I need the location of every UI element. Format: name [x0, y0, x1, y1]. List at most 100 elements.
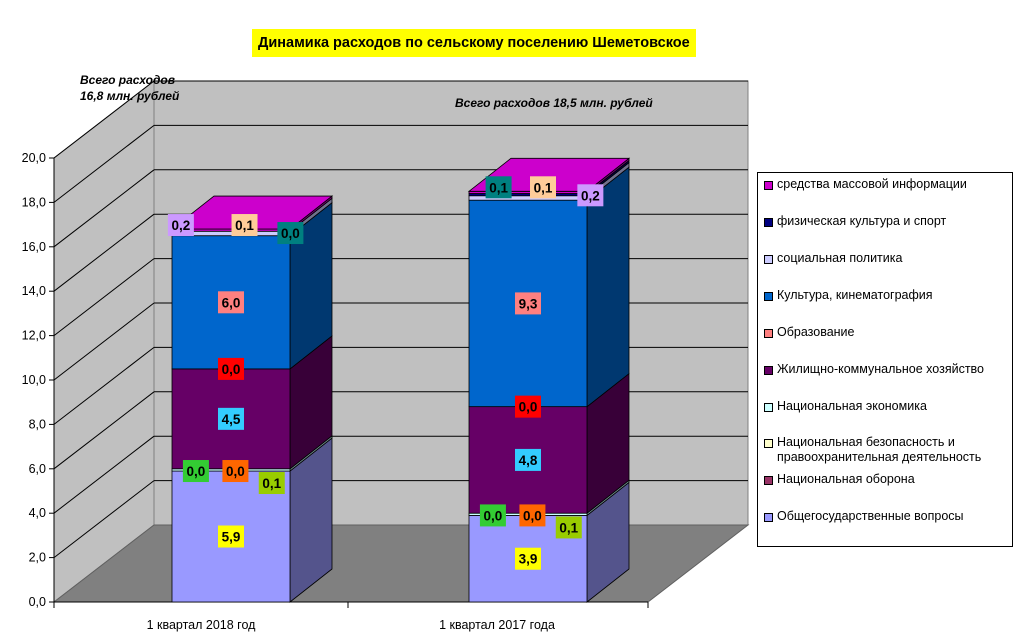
data-label-bg [530, 176, 556, 199]
data-label-bg [515, 292, 541, 315]
legend-item: Общегосударственные вопросы [764, 509, 1010, 524]
legend-item: социальная политика [764, 251, 1010, 266]
x-tick-label: 1 квартал 2018 год [147, 618, 257, 632]
data-label-bg [218, 291, 244, 314]
legend-swatch [764, 476, 773, 485]
legend-item: Национальная оборона [764, 472, 1010, 487]
legend-item: Национальная безопасность и правоохранит… [764, 435, 1010, 465]
data-label-bg [577, 184, 604, 207]
legend-swatch [764, 403, 773, 412]
data-label-bg [515, 448, 541, 471]
data-label-bg [485, 176, 512, 199]
data-label-bg [218, 525, 244, 548]
y-tick-label: 16,0 [22, 240, 46, 254]
legend-swatch [764, 292, 773, 301]
data-label-bg [182, 460, 209, 483]
legend: средства массовой информации физическая к… [757, 172, 1013, 547]
total-note-2018: Всего расходов 16,8 млн. рублей [80, 73, 180, 103]
y-tick-label: 4,0 [29, 506, 46, 520]
data-label-bg [515, 395, 541, 418]
data-label: 0,1 [262, 476, 281, 491]
legend-swatch [764, 329, 773, 338]
data-label: 0,1 [559, 520, 578, 535]
data-label-bg [519, 504, 546, 527]
data-label-bg [167, 214, 194, 237]
y-tick-label: 10,0 [22, 373, 46, 387]
legend-swatch [764, 181, 773, 190]
data-label: 0,0 [187, 464, 206, 479]
legend-item: Культура, кинематография [764, 288, 1010, 303]
data-label: 0,0 [281, 226, 300, 241]
data-label: 0,0 [484, 508, 503, 523]
data-label-bg [258, 472, 285, 495]
data-label: 3,9 [519, 552, 538, 567]
legend-label: социальная политика [777, 251, 903, 265]
legend-label: Общегосударственные вопросы [777, 509, 964, 523]
data-label: 6,0 [222, 295, 241, 310]
y-tick-label: 0,0 [29, 595, 46, 609]
data-label-bg [479, 504, 506, 527]
gridline [53, 480, 155, 558]
data-label: 0,0 [222, 362, 241, 377]
gridline [53, 302, 155, 381]
total-note-2017: Всего расходов 18,5 млн. рублей [455, 96, 653, 110]
legend-swatch [764, 366, 773, 375]
legend-label: Культура, кинематография [777, 288, 933, 302]
y-tick-label: 6,0 [29, 462, 46, 476]
legend-swatch [764, 255, 773, 264]
y-tick-label: 18,0 [22, 195, 46, 209]
legend-label: Жилищно-коммунальное хозяйство [777, 362, 985, 376]
legend-label: Национальная экономика [777, 399, 927, 413]
data-label: 0,0 [523, 508, 542, 523]
data-label: 0,0 [226, 464, 245, 479]
data-label-bg [555, 516, 582, 539]
bar-stack: 5,9 0,0 0,0 0,1 4,5 0,0 6,0 0,2 0,0 0,1 [167, 195, 334, 603]
data-label-bg [218, 407, 244, 430]
legend-label: Национальная безопасность и правоохранит… [777, 435, 982, 464]
legend-label: физическая культура и спорт [777, 214, 947, 228]
data-label: 9,3 [519, 296, 538, 311]
legend-item: Образование [764, 325, 1010, 340]
bar-stack: 3,9 0,0 0,0 0,1 4,8 0,0 9,3 0,2 0,1 0,1 [467, 157, 631, 603]
data-label: 4,8 [519, 453, 538, 468]
legend-item: Жилищно-коммунальное хозяйство [764, 362, 1010, 377]
data-label-bg [222, 460, 249, 483]
x-tick-label: 1 квартал 2017 года [439, 618, 555, 632]
data-label: 0,1 [489, 180, 508, 195]
gridline [53, 391, 155, 470]
legend-swatch [764, 218, 773, 227]
data-label: 0,2 [171, 218, 190, 233]
data-label-bg [231, 214, 258, 237]
legend-item: средства массовой информации [764, 177, 1010, 192]
gridline [53, 347, 155, 425]
data-label: 4,5 [222, 412, 241, 427]
legend-label: средства массовой информации [777, 177, 967, 191]
y-tick-label: 20,0 [22, 151, 46, 165]
data-label: 0,2 [581, 188, 600, 203]
data-label: 5,9 [222, 530, 241, 545]
legend-item: Национальная экономика [764, 399, 1010, 414]
legend-label: Национальная оборона [777, 472, 915, 486]
gridline [53, 125, 155, 203]
data-label: 0,0 [519, 400, 538, 415]
floor [52, 524, 750, 603]
gridline [53, 435, 155, 514]
gridline [53, 213, 155, 292]
legend-item: физическая культура и спорт [764, 214, 1010, 229]
legend-swatch [764, 439, 773, 448]
y-tick-label: 12,0 [22, 329, 46, 343]
data-label-bg [277, 222, 304, 245]
legend-label: Образование [777, 325, 855, 339]
gridline [53, 80, 155, 159]
chart-title: Динамика расходов по сельскому поселению… [252, 29, 696, 57]
data-label-bg [515, 547, 541, 570]
gridline [53, 169, 155, 248]
data-label: 0,1 [534, 180, 553, 195]
gridline [53, 258, 155, 336]
data-label: 0,1 [235, 218, 254, 233]
y-tick-label: 2,0 [29, 551, 46, 565]
y-tick-label: 14,0 [22, 284, 46, 298]
data-label-bg [218, 357, 244, 380]
legend-swatch [764, 513, 773, 522]
